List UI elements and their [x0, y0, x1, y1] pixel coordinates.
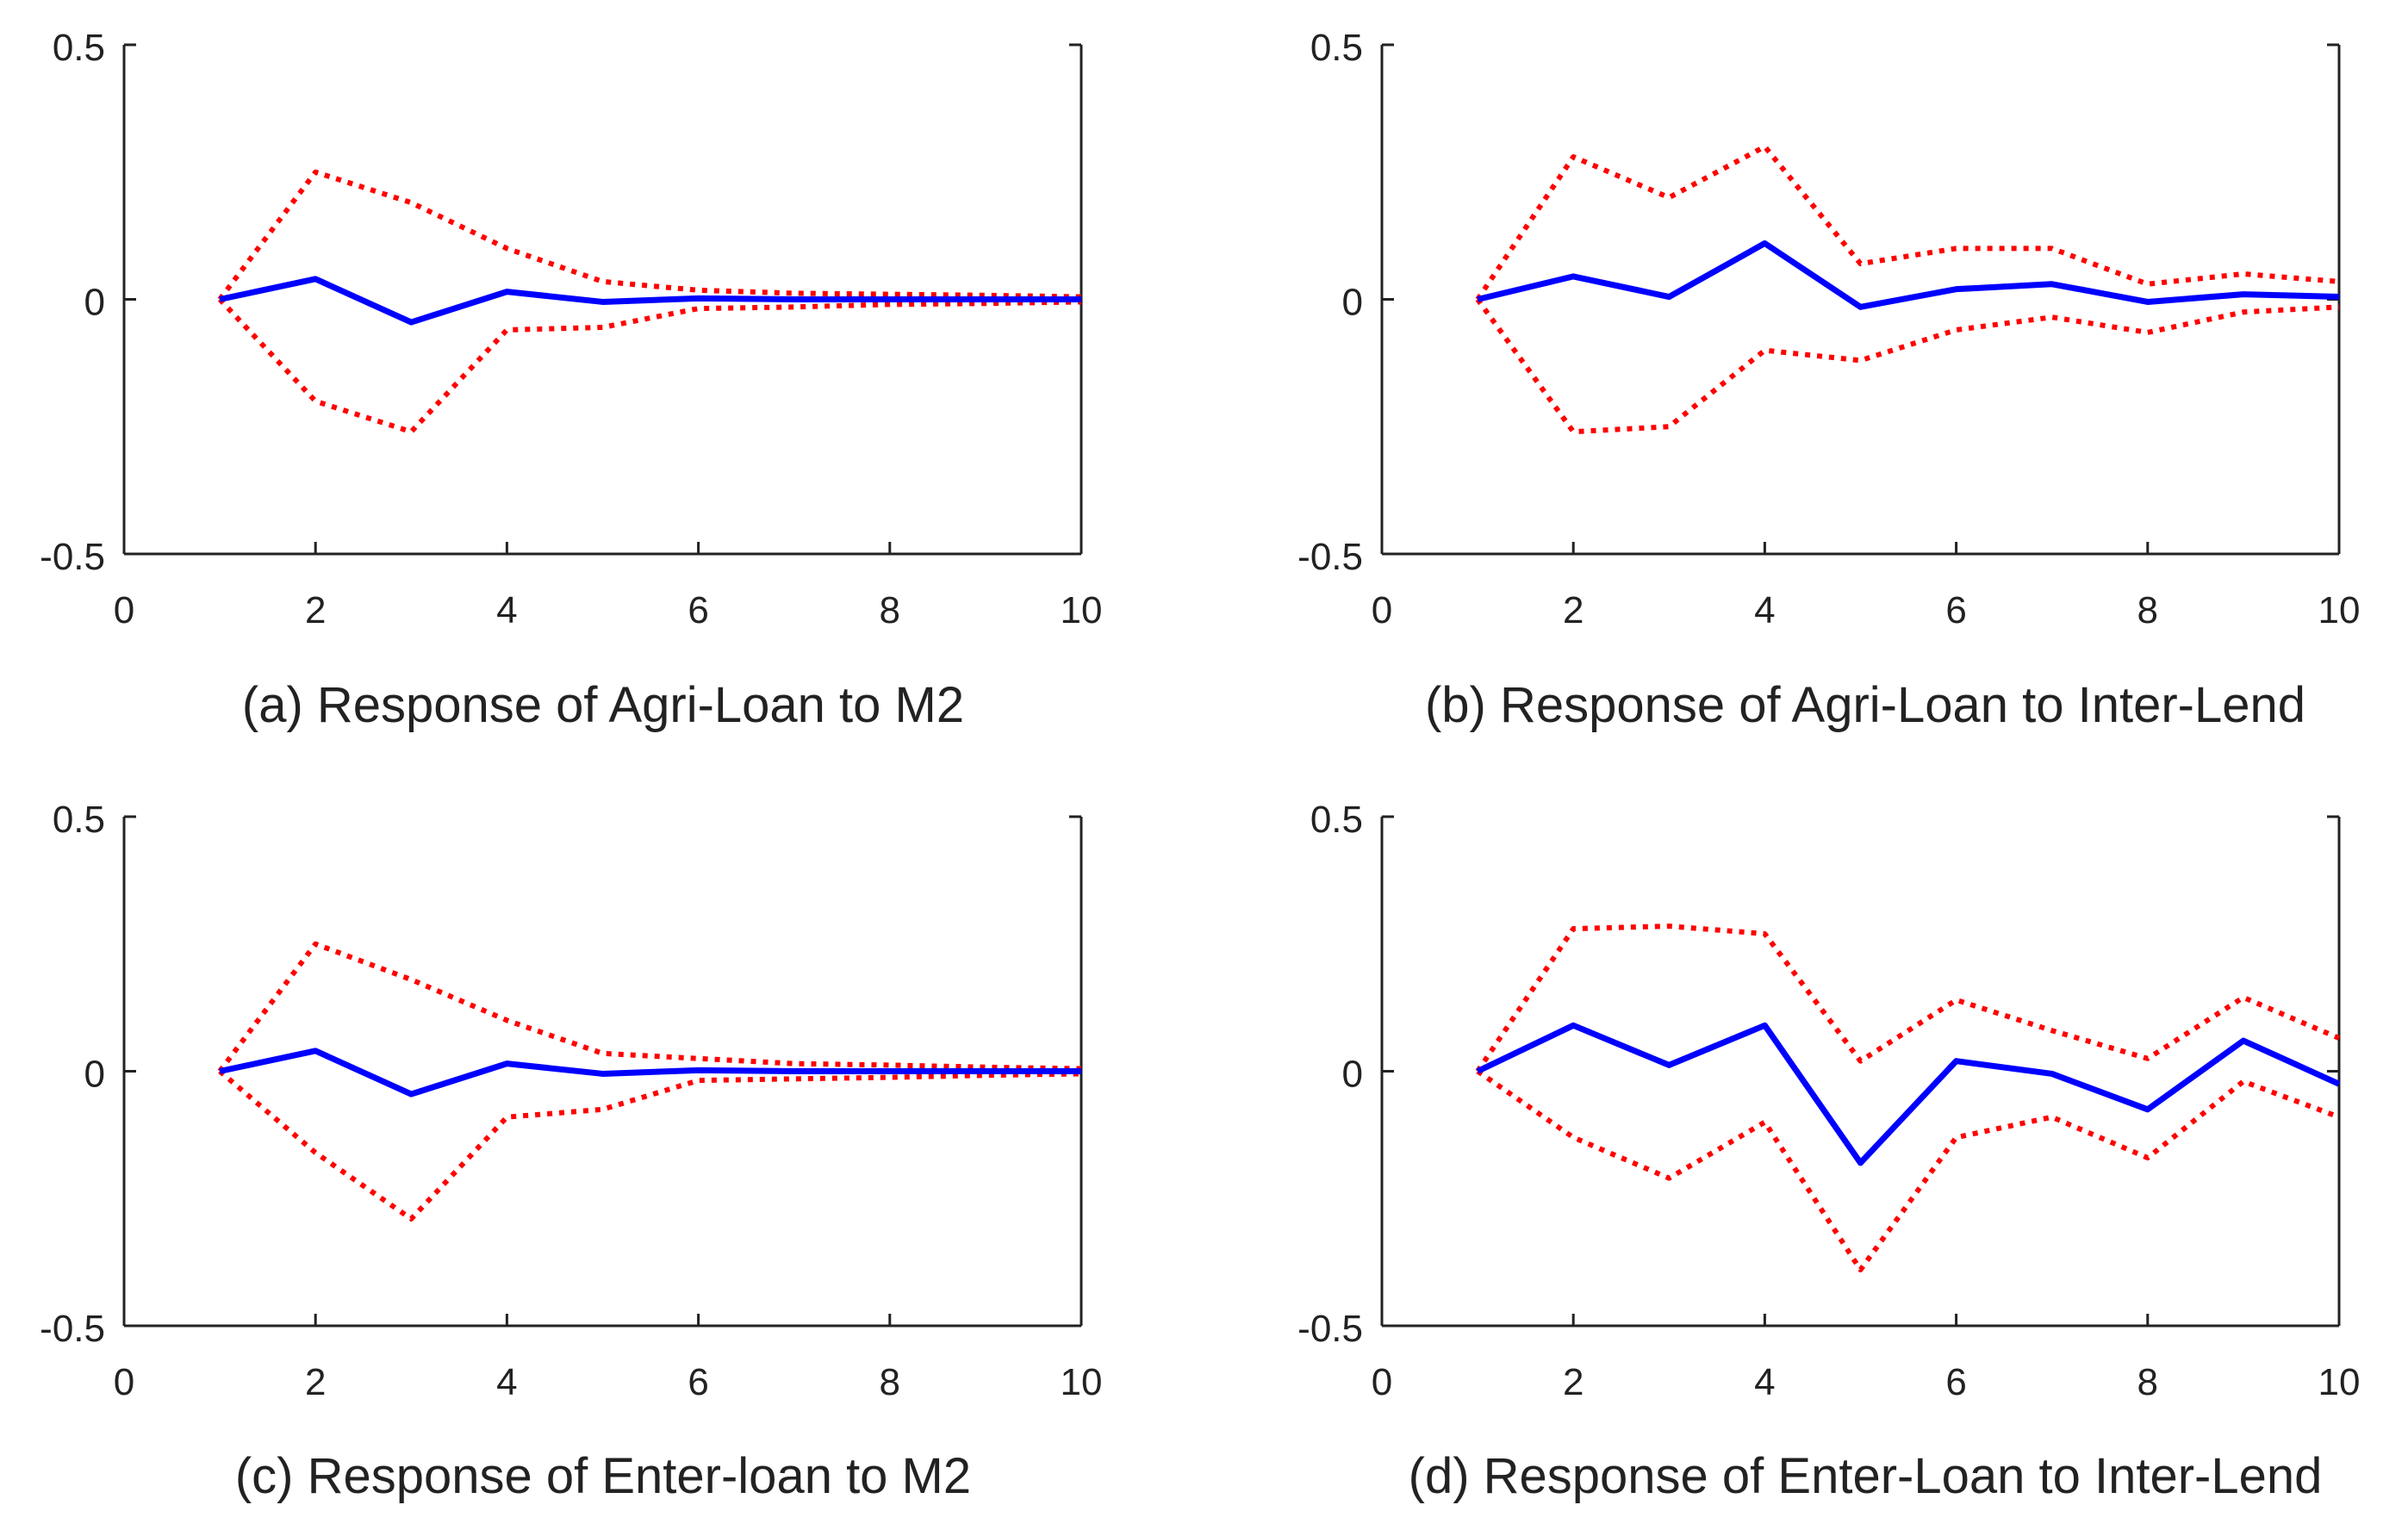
x-tick-label: 4 — [496, 589, 517, 631]
x-tick-label: 4 — [1754, 589, 1775, 631]
upper-bound-line — [1475, 144, 2340, 302]
lower-bound-line — [217, 297, 1082, 435]
lower-bound-line — [1475, 297, 2340, 435]
x-tick-label: 8 — [2137, 1361, 2158, 1403]
chart-panel-c: 0 2 4 6 8 100.50-0.5(c) Response of Enter-loa… — [40, 799, 1102, 1504]
x-tick-label: 0 — [114, 1361, 134, 1403]
x-tick-label: 6 — [1945, 589, 1966, 631]
y-tick-label: -0.5 — [40, 1308, 105, 1350]
chart-caption: (a) Response of Agri-Loan to M2 — [242, 677, 964, 733]
chart-panel-a: 0 2 4 6 8 100.50-0.5(a) Response of Agri-Loan… — [40, 27, 1102, 733]
x-tick-label: 10 — [2318, 589, 2361, 631]
y-tick-label: -0.5 — [40, 536, 105, 578]
chart-caption: (c) Response of Enter-loan to M2 — [235, 1448, 971, 1504]
x-tick-label: 2 — [1563, 1361, 1584, 1403]
chart-panel-b: 0 2 4 6 8 100.50-0.5(b) Response of Agri-Loan… — [1297, 27, 2360, 733]
response-line — [219, 276, 1081, 326]
x-tick-label: 2 — [305, 589, 326, 631]
x-tick-label: 0 — [1372, 589, 1392, 631]
x-tick-label: 10 — [1061, 589, 1103, 631]
y-tick-label: 0 — [84, 1054, 105, 1096]
x-tick-label: 4 — [1754, 1361, 1775, 1403]
y-tick-label: -0.5 — [1297, 536, 1363, 578]
y-tick-label: 0 — [1342, 282, 1363, 324]
y-tick-label: 0 — [84, 282, 105, 324]
x-tick-label: 0 — [114, 589, 134, 631]
upper-bound-line — [1475, 923, 2341, 1073]
response-line — [219, 1048, 1081, 1098]
upper-bound-line — [217, 169, 1082, 302]
lower-bound-line — [1476, 1069, 2341, 1272]
chart-panel-d: 0 2 4 6 8 100.50-0.5(d) Response of Enter-Loa… — [1297, 799, 2360, 1504]
x-tick-label: 4 — [496, 1361, 517, 1403]
x-tick-label: 6 — [688, 1361, 708, 1403]
y-tick-label: -0.5 — [1297, 1308, 1363, 1350]
x-tick-label: 2 — [1563, 589, 1584, 631]
x-tick-label: 2 — [305, 1361, 326, 1403]
y-tick-label: 0.5 — [1310, 27, 1363, 69]
x-tick-label: 0 — [1372, 1361, 1392, 1403]
y-tick-label: 0.5 — [53, 27, 105, 69]
x-tick-label: 8 — [880, 1361, 900, 1403]
x-tick-label: 8 — [880, 589, 900, 631]
y-tick-label: 0.5 — [53, 799, 105, 841]
response-line — [1477, 239, 2340, 310]
y-tick-label: 0 — [1342, 1054, 1363, 1096]
y-tick-label: 0.5 — [1310, 799, 1363, 841]
chart-caption: (d) Response of Enter-Loan to Inter-Lend — [1409, 1448, 2323, 1504]
x-tick-label: 10 — [1061, 1361, 1103, 1403]
x-tick-label: 6 — [1945, 1361, 1966, 1403]
response-line — [1476, 1022, 2341, 1166]
chart-caption: (b) Response of Agri-Loan to Inter-Lend — [1425, 677, 2305, 733]
x-tick-label: 6 — [688, 589, 708, 631]
lower-bound-line — [218, 1069, 1082, 1222]
x-tick-label: 10 — [2318, 1361, 2361, 1403]
x-tick-label: 8 — [2137, 589, 2158, 631]
